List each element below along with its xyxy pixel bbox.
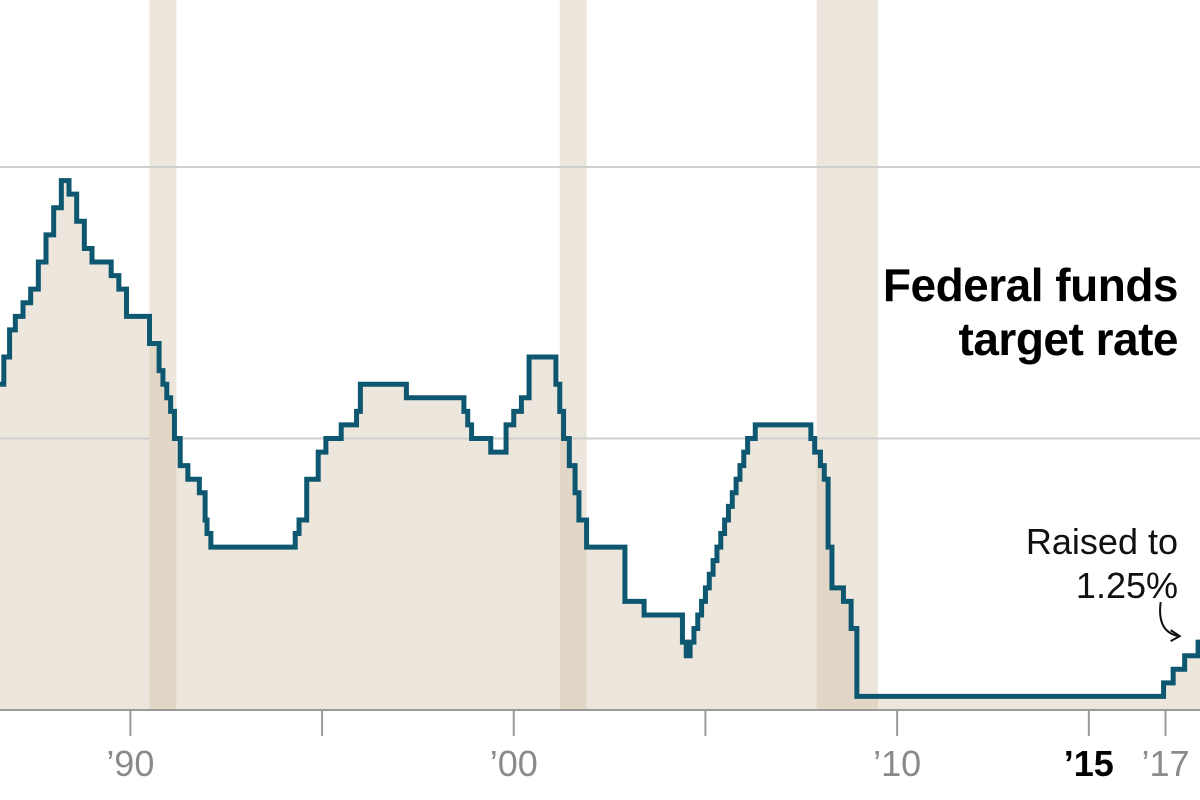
annotation-arrow-stem — [1159, 601, 1179, 638]
annotation-line-1: Raised to — [1025, 521, 1178, 562]
annotation-arrow — [1159, 601, 1182, 642]
x-tick-label-1990: ’90 — [106, 743, 154, 784]
chart-title-line-2: target rate — [958, 313, 1179, 365]
rate-line — [0, 178, 1200, 699]
annotation-line-2: 1.25% — [1075, 565, 1178, 606]
rate-series-line — [0, 178, 1200, 699]
annotation-label: Raised to 1.25% — [1026, 520, 1178, 608]
recession-bands — [149, 0, 878, 710]
x-tick-label-2017: ’17 — [1141, 743, 1189, 784]
rate-area-fill — [0, 180, 1200, 710]
chart-title-line-1: Federal funds — [882, 259, 1179, 311]
gridlines — [0, 166, 1200, 440]
annotation-arrow-head — [1170, 629, 1182, 642]
rate-area — [0, 180, 1200, 710]
x-tick-label-2010: ’10 — [873, 743, 921, 784]
x-axis: ’90 ’00 ’10 ’15 ’17 — [0, 709, 1200, 784]
x-tick-label-2000: ’00 — [490, 743, 538, 784]
x-tick-label-2015: ’15 — [1064, 743, 1114, 784]
chart-title: Federal funds target rate — [882, 258, 1179, 366]
